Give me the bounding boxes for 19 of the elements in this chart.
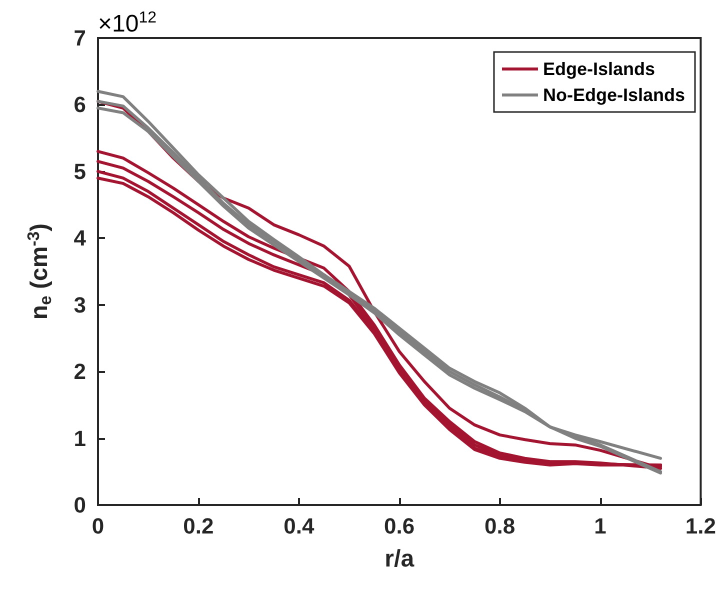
y-tick-label: 5	[74, 158, 86, 184]
legend-label: Edge-Islands	[542, 59, 656, 79]
y-tick-label: 6	[74, 92, 86, 118]
x-tick-label: 0.2	[183, 514, 214, 538]
x-tick-label: 0.8	[484, 514, 516, 538]
x-tick-label: 1.2	[685, 514, 716, 538]
x-tick-label: 0.4	[284, 514, 315, 538]
y-tick-label: 1	[74, 426, 86, 451]
y-tick-label: 3	[74, 292, 86, 318]
y-tick-label: 0	[74, 492, 86, 518]
x-tick-label: 1	[594, 514, 606, 538]
x-tick-label: 0.6	[384, 514, 415, 538]
y-tick-label: 7	[74, 26, 86, 50]
x-tick-label: 0	[92, 514, 104, 538]
x-axis-title: r/a	[384, 546, 415, 572]
y-axis-title: ne (cm-3)	[24, 223, 55, 320]
y-tick-label: 2	[74, 359, 86, 384]
y-tick-label: 4	[74, 226, 87, 251]
legend-label: No-Edge-Islands	[542, 85, 685, 105]
